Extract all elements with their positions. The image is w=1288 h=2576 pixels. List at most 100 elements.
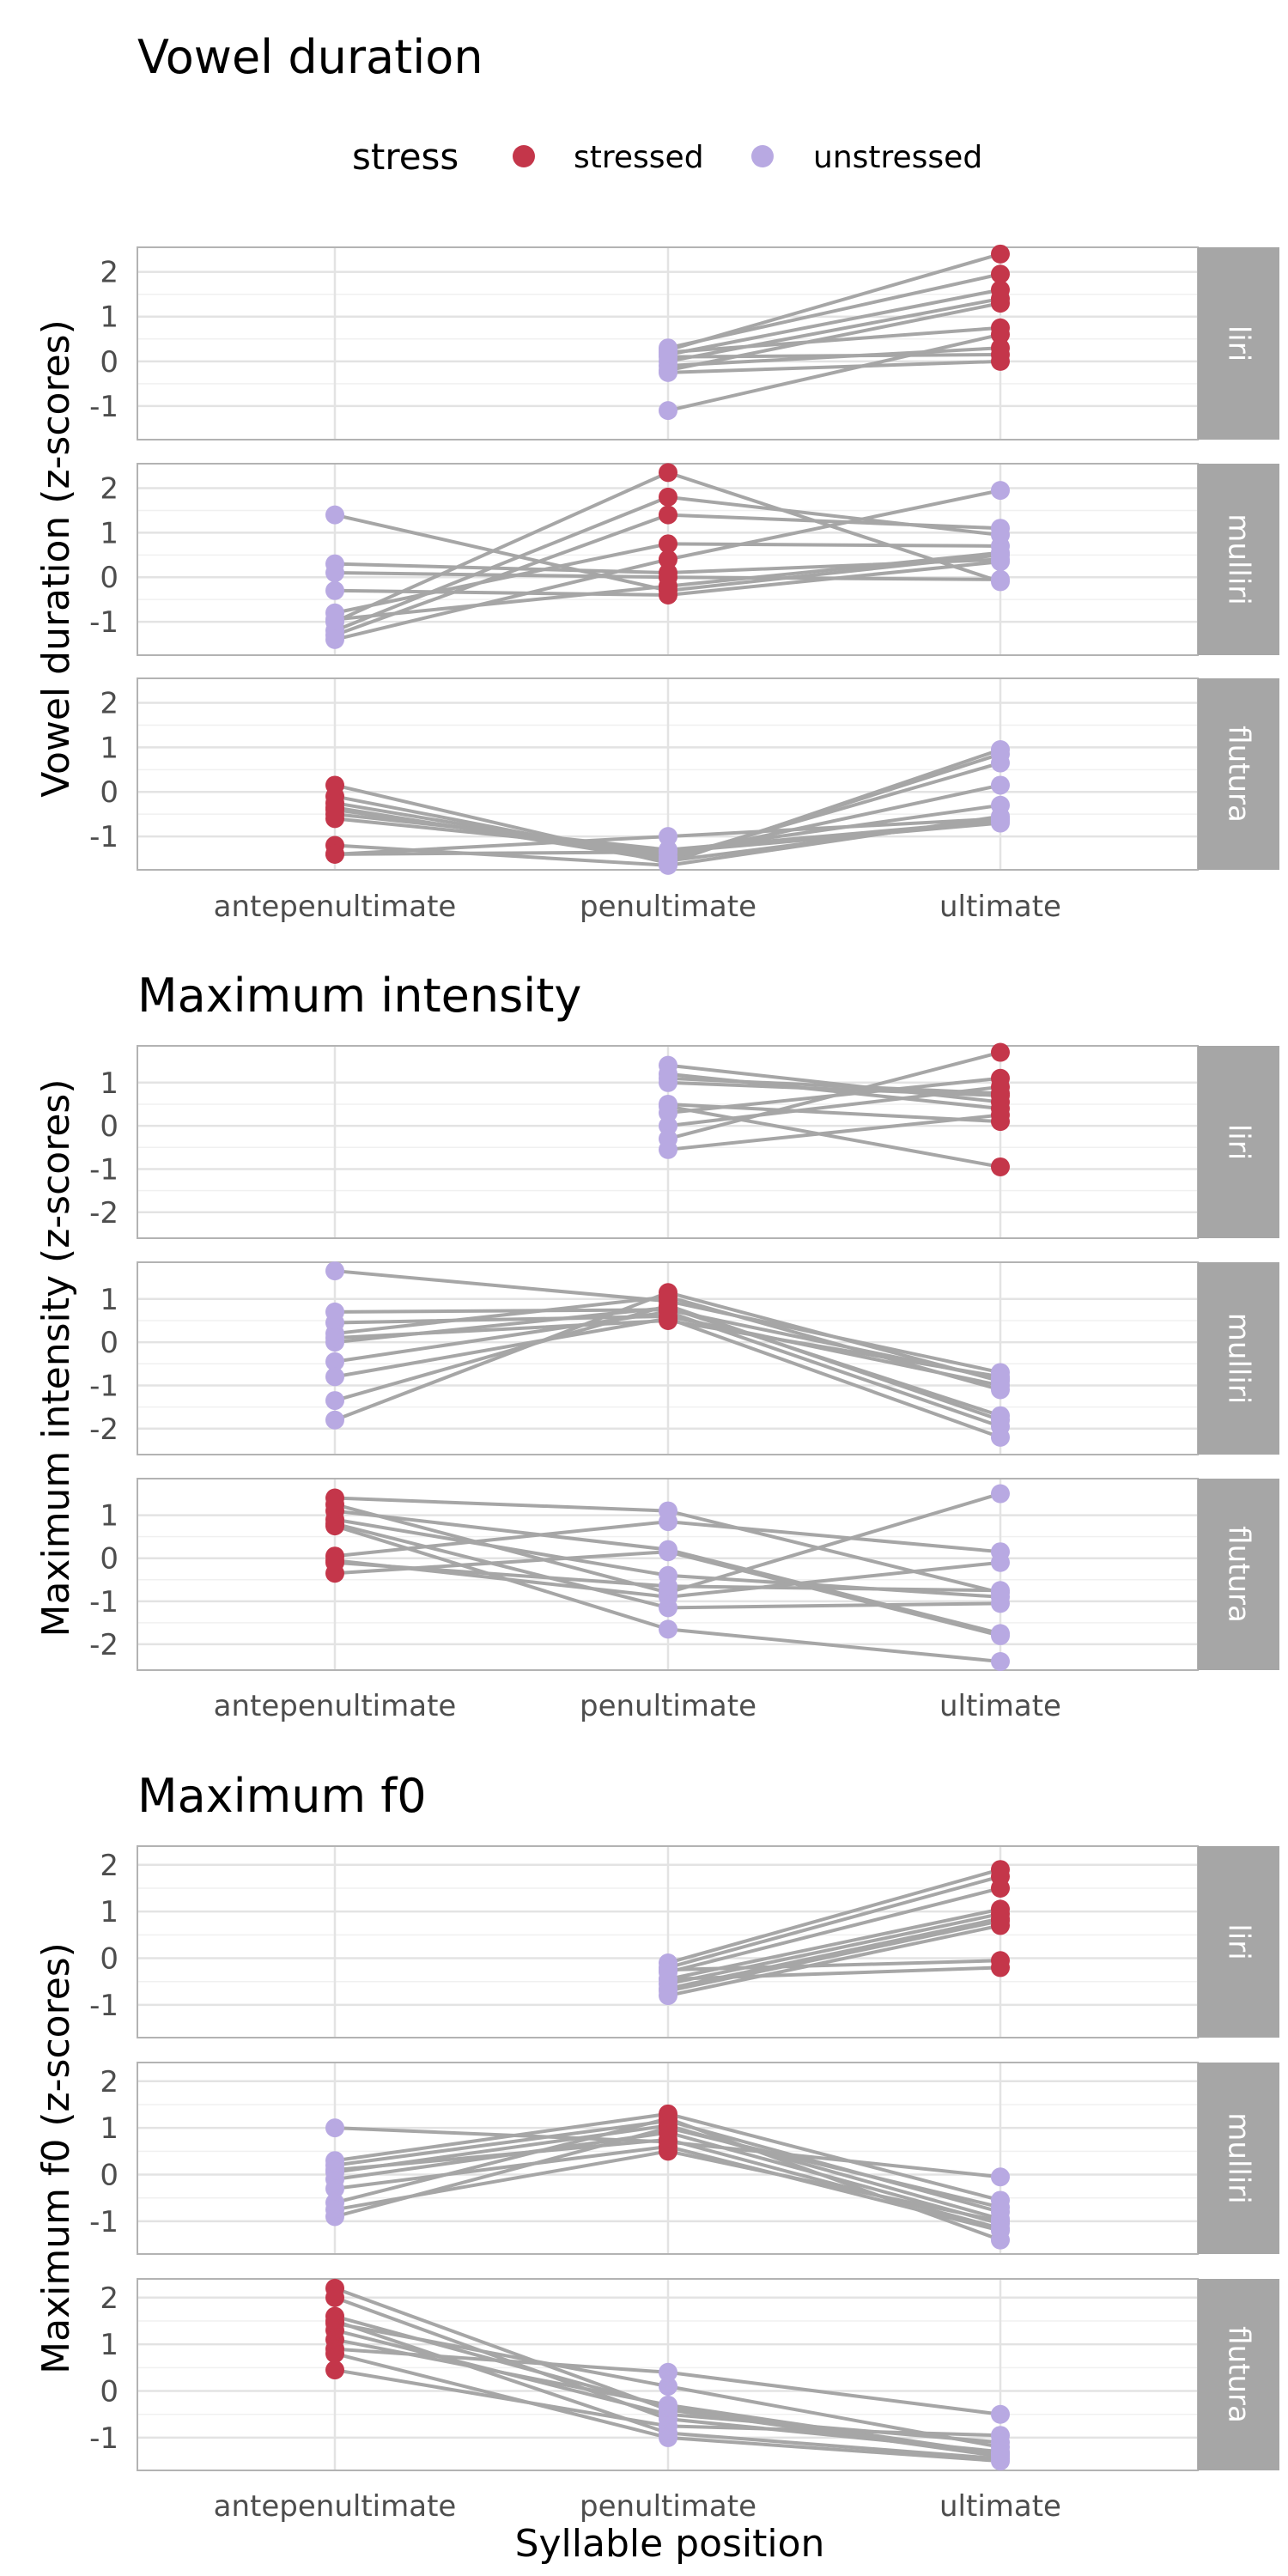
data-point-unstressed [991,753,1010,773]
data-point-unstressed [991,2167,1010,2187]
y-tick-label: 1 [100,1066,118,1101]
data-point-stressed [659,505,677,525]
legend-key-stressed [513,145,535,167]
y-tick-label: -1 [89,1152,118,1187]
legend-title: stress [352,136,459,178]
y-tick-label: 2 [100,472,118,507]
facet-strip [1198,247,1279,440]
y-tick-label: 0 [100,775,118,810]
data-point-unstressed [325,1352,344,1371]
data-point-unstressed [991,481,1010,501]
data-point-stressed [659,534,677,554]
data-point-stressed [991,1105,1010,1125]
y-tick-label: -1 [89,605,118,640]
y-tick-label: -1 [89,820,118,854]
data-point-stressed [659,2129,677,2149]
y-tick-label: -1 [89,1369,118,1403]
facet-flutura: 1 0 -1 -2 flutura [89,1478,1279,1671]
data-point-unstressed [325,1367,344,1387]
y-tick-label: -1 [89,1989,118,2023]
facet-label: mulliri [1222,2112,1256,2203]
x-tick-label: penultimate [580,890,756,924]
data-point-unstressed [991,1651,1010,1671]
facet-label: mulliri [1222,1313,1256,1404]
data-point-stressed [991,318,1010,337]
data-point-stressed [659,1283,677,1303]
data-point-unstressed [991,572,1010,592]
y-tick-label: 0 [100,561,118,595]
data-point-unstressed [659,1981,677,2001]
facet-mulliri: 2 1 0 -1 mulliri [89,2062,1279,2255]
chart-2: Maximum intensity Maximum intensity (z-sc… [34,969,1279,1723]
y-tick-label: 1 [100,1283,118,1317]
series-line [667,1923,1001,1998]
data-point-unstressed [991,1410,1010,1430]
data-point-stressed [659,487,677,507]
y-tick-label: -1 [89,2205,118,2239]
facet-strip [1198,1479,1279,1670]
legend-label-stressed: stressed [574,140,704,175]
facet-strip [1198,678,1279,870]
facet-flutura: 2 1 0 -1 flutura [89,2278,1279,2471]
data-point-stressed [659,576,677,596]
data-point-unstressed [325,563,344,583]
chart-title: Vowel duration [137,30,483,84]
facet-liri: 2 1 0 -1 liri [89,244,1279,440]
data-point-unstressed [325,1328,344,1348]
y-tick-label: 2 [100,687,118,721]
y-axis-title: Maximum f0 (z-scores) [34,1942,78,2374]
series-line [667,1050,1001,1141]
data-point-stressed [991,294,1010,313]
facet-liri: 2 1 0 -1 liri [89,1845,1279,2038]
facet-strip [1198,2279,1279,2470]
data-point-unstressed [659,401,677,421]
facet-label: flutura [1222,726,1256,823]
data-point-unstressed [991,1552,1010,1572]
series-line [667,359,1001,374]
y-tick-label: 0 [100,2375,118,2409]
y-axis-title: Vowel duration (z-scores) [34,319,78,797]
series-line [667,1874,1001,1970]
y-tick-label: 0 [100,1326,118,1360]
data-point-stressed [991,1084,1010,1103]
data-point-unstressed [325,2207,344,2227]
x-tick-label: ultimate [939,890,1061,924]
y-tick-label: 1 [100,731,118,765]
x-tick-label: penultimate [580,1689,756,1723]
y-tick-label: 0 [100,2159,118,2193]
data-point-stressed [991,1958,1010,1978]
data-point-stressed [659,550,677,569]
series-line [667,1063,1001,1104]
data-point-unstressed [659,851,677,871]
data-point-unstressed [325,2160,344,2180]
facet-strip [1198,1046,1279,1238]
data-point-unstressed [659,2362,677,2382]
data-point-unstressed [659,1068,677,1088]
data-point-stressed [325,2320,344,2340]
data-point-unstressed [325,505,344,525]
facet-strip [1198,1262,1279,1455]
facet-label: flutura [1222,1526,1256,1623]
data-point-stressed [991,264,1010,284]
series-line [667,1965,1001,1982]
facet-label: mulliri [1222,513,1256,605]
data-point-unstressed [325,580,344,600]
y-tick-label: -2 [89,1628,118,1662]
x-tick-label: antepenultimate [214,1689,457,1723]
legend: stress stressed unstressed [352,136,982,178]
data-point-unstressed [991,2219,1010,2239]
series-line [667,288,1001,356]
y-tick-label: -1 [89,2421,118,2456]
y-tick-label: -1 [89,1585,118,1619]
x-tick-label: ultimate [939,2489,1061,2524]
y-tick-label: 0 [100,1109,118,1144]
data-point-unstressed [991,2197,1010,2217]
data-point-unstressed [991,1427,1010,1447]
data-point-stressed [659,1296,677,1315]
data-point-unstressed [991,519,1010,538]
series-line [667,353,1001,359]
data-point-unstressed [659,2397,677,2417]
facet-mulliri: 1 0 -1 -2 mulliri [89,1261,1279,1455]
data-point-stressed [991,1878,1010,1898]
